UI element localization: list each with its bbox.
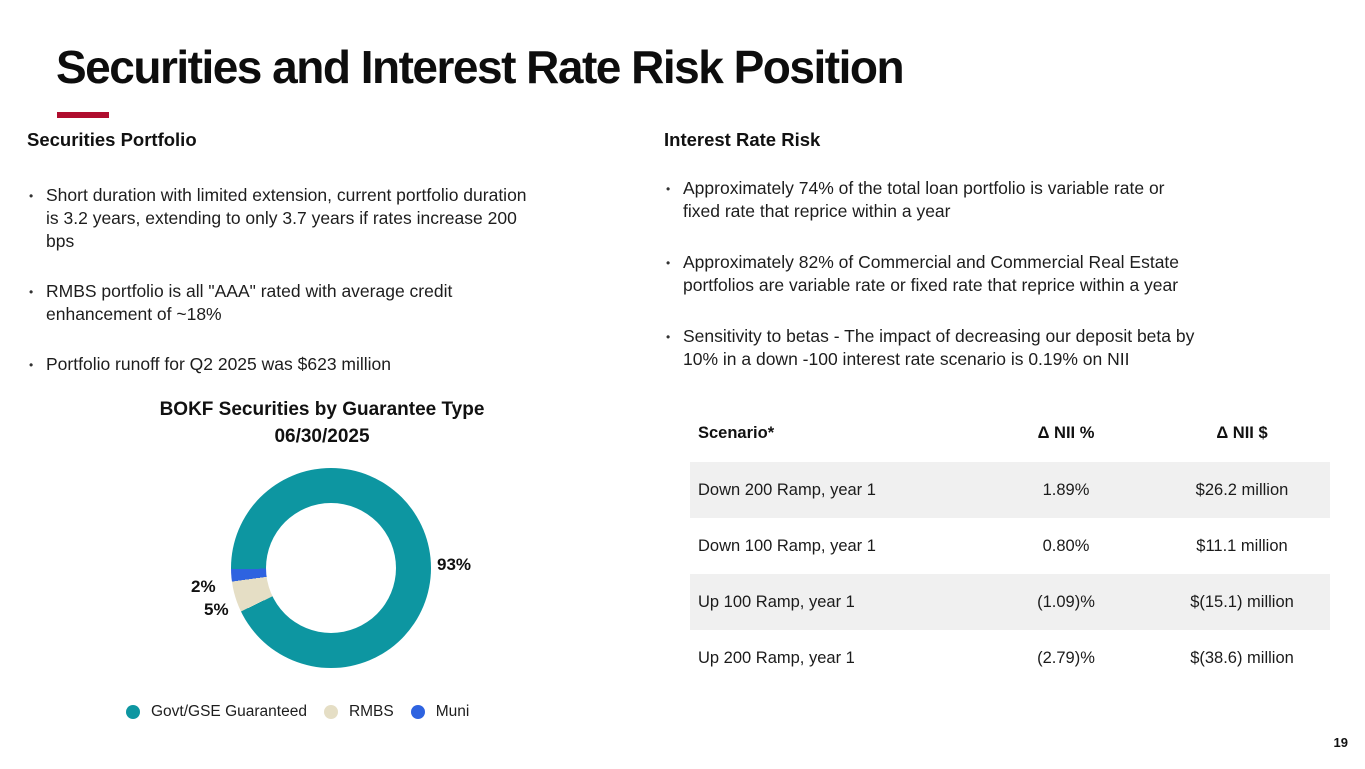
table-row: Down 200 Ramp, year 1 1.89% $26.2 millio… [690, 462, 1330, 518]
legend-item-muni: Muni [410, 703, 469, 721]
chart-title-line1: BOKF Securities by Guarantee Type [159, 399, 485, 420]
interest-rate-risk-heading: Interest Rate Risk [664, 129, 821, 150]
donut-chart [231, 468, 431, 668]
table-row: Down 100 Ramp, year 1 0.80% $11.1 millio… [698, 536, 1288, 555]
page-title: Securities and Interest Rate Risk Positi… [56, 41, 905, 93]
legend-item-rmbs: RMBS [323, 703, 394, 721]
legend-dot-muni-icon [410, 705, 425, 719]
legend-dot-rmbs-icon [323, 705, 338, 719]
donut-label-rmbs: 5% [204, 600, 229, 619]
donut-label-govt: 93% [437, 555, 472, 574]
legend-dot-govt-icon [126, 705, 140, 719]
legend-item-govt: Govt/GSE Guaranteed [126, 703, 307, 721]
table-row: Up 100 Ramp, year 1 (1.09)% $(15.1) mill… [690, 574, 1330, 630]
bullet-item: RMBS portfolio is all "AAA" rated with a… [27, 280, 667, 326]
chart-title: BOKF Securities by Guarantee Type 06/30/… [122, 396, 522, 450]
column-header-scenario: Scenario* [698, 423, 775, 442]
chart-title-line2: 06/30/2025 [274, 426, 370, 447]
column-header-nii-pct: Δ NII % [1037, 423, 1095, 442]
bullet-item: Sensitivity to betas - The impact of dec… [664, 325, 1334, 371]
bullet-item: Short duration with limited extension, c… [27, 184, 667, 253]
securities-portfolio-heading: Securities Portfolio [27, 129, 197, 150]
donut-label-muni: 2% [191, 577, 216, 596]
bullet-item: Approximately 74% of the total loan port… [664, 177, 1334, 223]
table-row: Up 200 Ramp, year 1 (2.79)% $(38.6) mill… [698, 648, 1294, 667]
title-accent-bar [57, 112, 109, 118]
page-number: 19 [1333, 735, 1348, 750]
interest-rate-risk-bullets: Approximately 74% of the total loan port… [664, 177, 1334, 399]
bullet-item: Approximately 82% of Commercial and Comm… [664, 251, 1334, 297]
column-header-nii-dollar: Δ NII $ [1216, 423, 1268, 442]
bullet-item: Portfolio runoff for Q2 2025 was $623 mi… [27, 353, 667, 377]
securities-portfolio-bullets: Short duration with limited extension, c… [27, 184, 667, 403]
chart-legend: Govt/GSE Guaranteed RMBS Muni [126, 703, 469, 721]
table-header-row: Scenario* Δ NII % Δ NII $ [690, 404, 1330, 462]
nii-sensitivity-table: Scenario* Δ NII % Δ NII $ Down 200 Ramp,… [690, 404, 1330, 686]
